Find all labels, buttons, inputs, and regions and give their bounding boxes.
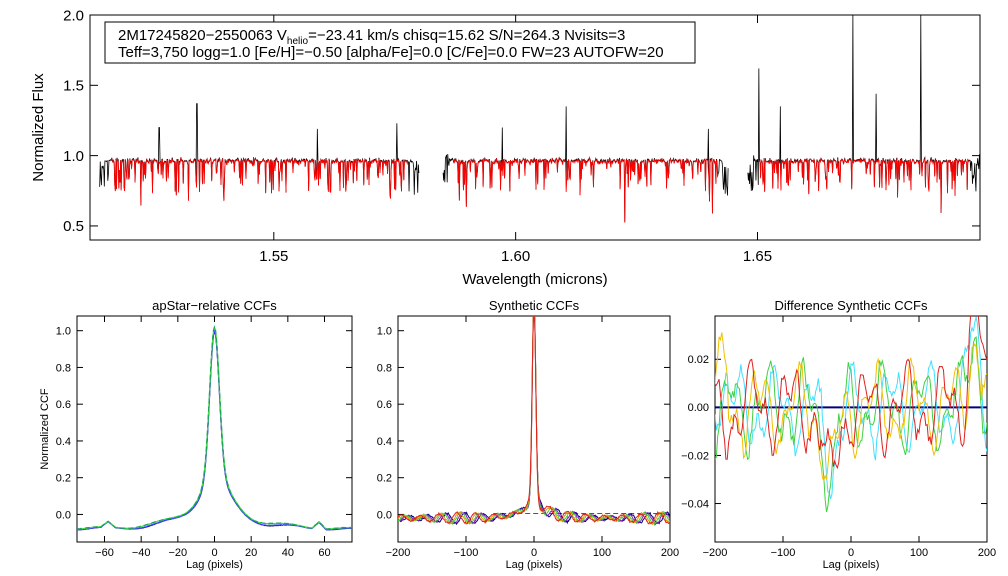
ccf3-ytick-label: −0.04 xyxy=(681,498,709,510)
spectrum-xlabel: Wavelength (microns) xyxy=(462,271,607,288)
ccf2-title: Synthetic CCFs xyxy=(489,298,580,313)
ccf1-xtick-label: 40 xyxy=(282,547,294,559)
ccf3-xtick-label: −100 xyxy=(771,547,796,559)
ccf1-ytick-label: 0.2 xyxy=(56,473,71,485)
ccf1-xtick-label: 0 xyxy=(211,547,217,559)
ccf2-ytick-label: 0.2 xyxy=(377,473,392,485)
ccf3-xtick-label: 0 xyxy=(848,547,854,559)
legend-sn: S/N=264.3 xyxy=(489,27,564,44)
spectrum-ylabel: Normalized Flux xyxy=(30,73,47,182)
ccf1-series-1 xyxy=(77,329,352,531)
ccf1-ytick-label: 1.0 xyxy=(56,326,71,338)
spectrum-observed-line xyxy=(99,103,420,205)
ccf1-xtick-label: −20 xyxy=(168,547,187,559)
ccf1-ytick-label: 0.6 xyxy=(56,399,71,411)
ccf2-series-1 xyxy=(398,316,670,526)
legend-vhelio-sub: helio xyxy=(287,36,309,47)
legend-frame xyxy=(104,21,696,64)
ccf2-axes: −200 −100 0 100 200 0.0 0.2 0.4 0.6 0.8 1.0 Synthet… xyxy=(377,298,679,571)
ccf2-ytick-label: 1.0 xyxy=(377,326,392,338)
ccf1-series-4 xyxy=(77,325,352,530)
legend-chisq: chisq=15.62 xyxy=(403,27,488,44)
ccf2-series-5 xyxy=(398,316,670,525)
ccf3-series-5 xyxy=(715,316,987,470)
ccf3-ytick-label: 0.00 xyxy=(688,402,709,414)
ccf2-xtick-label: 0 xyxy=(531,547,537,559)
spectrum-xtick-label: 1.55 xyxy=(259,248,288,265)
spectrum-model-line xyxy=(453,156,719,223)
ccf1-frame xyxy=(76,315,353,543)
ccf1-title: apStar−relative CCFs xyxy=(152,298,277,313)
ccf2-series-2 xyxy=(398,316,670,526)
ccf1-axes: −60 −40 −20 0 20 40 60 0.0 0.2 0.4 0.6 0.8 1.0 apStar… xyxy=(39,298,353,571)
ccf3-frame xyxy=(714,315,988,543)
legend-line-2: Teff=3,750 logg=1.0 [Fe/H]=−0.50 [alpha/… xyxy=(118,44,664,61)
ccf2-frame xyxy=(397,315,671,543)
spectrum-ytick-label: 0.5 xyxy=(63,218,84,235)
ccf2-ytick-label: 0.4 xyxy=(377,436,392,448)
spectrum-xtick-label: 1.65 xyxy=(743,248,772,265)
spectrum-observed-line xyxy=(747,15,980,213)
ccf1-ytick-label: 0.4 xyxy=(56,436,71,448)
ccf1-xlabel: Lag (pixels) xyxy=(186,559,243,571)
spectrum-ytick-label: 1.5 xyxy=(63,78,84,95)
ccf2-xtick-label: 100 xyxy=(593,547,611,559)
spectrum-frame xyxy=(89,14,981,241)
spectrum-ytick-label: 2.0 xyxy=(63,7,84,24)
spectrum-model-line xyxy=(758,157,970,214)
ccf1-series-3 xyxy=(77,325,352,530)
ccf3-xlabel: Lag (pixels) xyxy=(823,559,880,571)
ccf2-series-4 xyxy=(398,316,670,526)
ccf3-xtick-label: −200 xyxy=(703,547,728,559)
ccf1-series-2 xyxy=(77,328,352,531)
ccf2-xtick-label: −100 xyxy=(454,547,479,559)
spectrum-axes: 1.55 1.60 1.65 0.5 1.0 1.5 2.0 Wavelength (micr… xyxy=(30,7,981,288)
ccf1-xtick-label: −60 xyxy=(95,547,114,559)
ccf1-xtick-label: −40 xyxy=(132,547,151,559)
ccf2-ytick-label: 0.0 xyxy=(377,509,392,521)
ccf3-xtick-label: 200 xyxy=(978,547,996,559)
ccf2-ytick-label: 0.8 xyxy=(377,362,392,374)
legend-vhelio-value: =−23.41 km/s xyxy=(308,27,403,44)
ccf1-xtick-label: 20 xyxy=(245,547,257,559)
ccf3-ytick-label: −0.02 xyxy=(681,450,709,462)
spectrum-model-line xyxy=(110,157,409,206)
spectrum-ytick-label: 1.0 xyxy=(63,148,84,165)
legend-nvisits: Nvisits=3 xyxy=(564,27,625,44)
ccf3-axes: −200 −100 0 100 200 −0.04 −0.02 0.00 0.02 Differe… xyxy=(681,298,996,571)
ccf1-ytick-label: 0.0 xyxy=(56,509,71,521)
legend-vhelio-label: V xyxy=(277,27,287,44)
spectrum-xtick-label: 1.60 xyxy=(501,248,530,265)
spectrum-legend-box: 2M17245820−2550063 Vhelio=−23.41 km/s ch… xyxy=(104,21,696,64)
ccf2-xtick-label: 200 xyxy=(661,547,679,559)
ccf3-series-4 xyxy=(715,332,987,482)
legend-star-id: 2M17245820−2550063 xyxy=(118,27,277,44)
legend-line-1: 2M17245820−2550063 Vhelio=−23.41 km/s ch… xyxy=(118,27,625,47)
ccf1-xtick-label: 60 xyxy=(318,547,330,559)
ccf2-xtick-label: −200 xyxy=(386,547,411,559)
ccf2-xlabel: Lag (pixels) xyxy=(506,559,563,571)
ccf1-ylabel: Normalized CCF xyxy=(39,388,51,470)
ccf2-ytick-label: 0.6 xyxy=(377,399,392,411)
ccf3-xtick-label: 100 xyxy=(910,547,928,559)
ccf3-title: Difference Synthetic CCFs xyxy=(775,298,928,313)
ccf3-ytick-label: 0.02 xyxy=(688,354,709,366)
ccf1-ytick-label: 0.8 xyxy=(56,362,71,374)
ccf2-series-3 xyxy=(398,316,670,526)
